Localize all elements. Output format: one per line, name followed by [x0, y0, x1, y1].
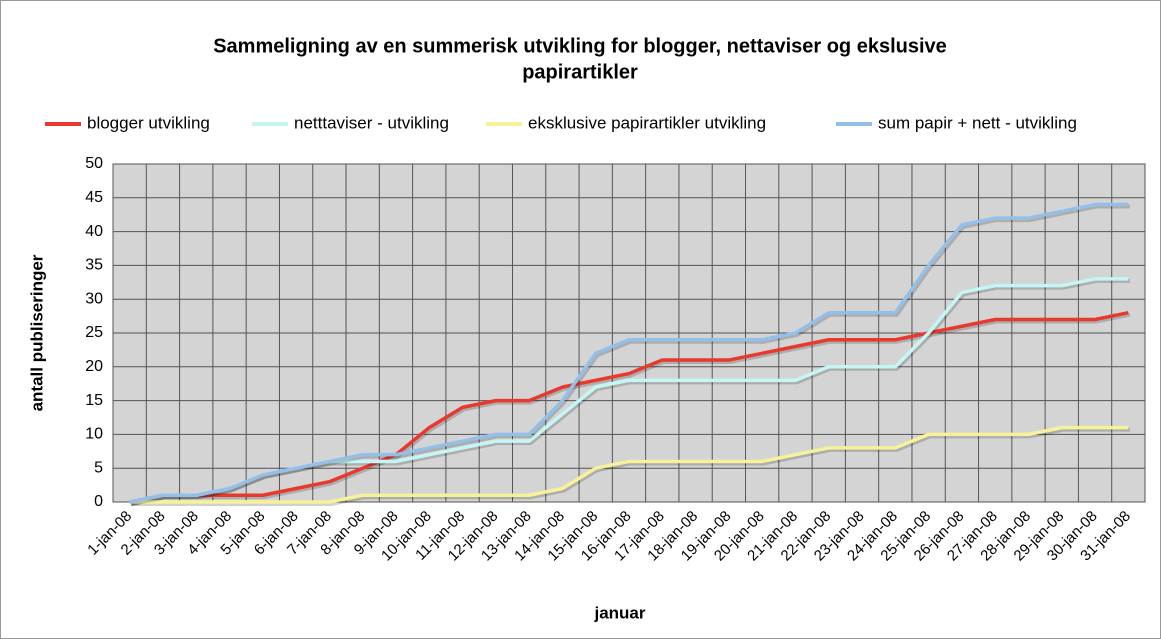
line-shadow [130, 204, 1130, 506]
y-tick-label: 25 [85, 324, 103, 341]
chart-title: papirartikler [522, 61, 638, 83]
y-axis-label: antall publiseringer [27, 254, 46, 411]
y-tick-label: 5 [94, 459, 103, 476]
y-tick-label: 35 [85, 257, 103, 274]
series-line [129, 202, 1129, 504]
line-shadow [131, 427, 1130, 506]
series-line [129, 425, 1129, 504]
legend-label: eksklusive papirartikler utvikling [528, 113, 766, 132]
y-tick-label: 45 [85, 189, 103, 206]
line-shadow [130, 278, 1130, 506]
y-tick-label: 10 [85, 426, 103, 443]
y-tick-label: 30 [85, 290, 103, 307]
y-tick-label: 15 [85, 392, 103, 409]
y-tick-label: 40 [85, 223, 103, 240]
y-tick-label: 0 [94, 493, 103, 510]
chart-title: Sammeligning av en summerisk utvikling f… [213, 35, 947, 57]
y-tick-label: 50 [85, 155, 103, 172]
y-tick-label: 20 [85, 358, 103, 375]
legend-label: netttaviser - utvikling [294, 113, 449, 132]
series-line [129, 311, 1129, 504]
x-axis-label: januar [593, 603, 645, 622]
line-shadow [130, 312, 1131, 506]
legend-label: sum papir + nett - utvikling [878, 113, 1077, 132]
legend-label: blogger utvikling [87, 113, 210, 132]
